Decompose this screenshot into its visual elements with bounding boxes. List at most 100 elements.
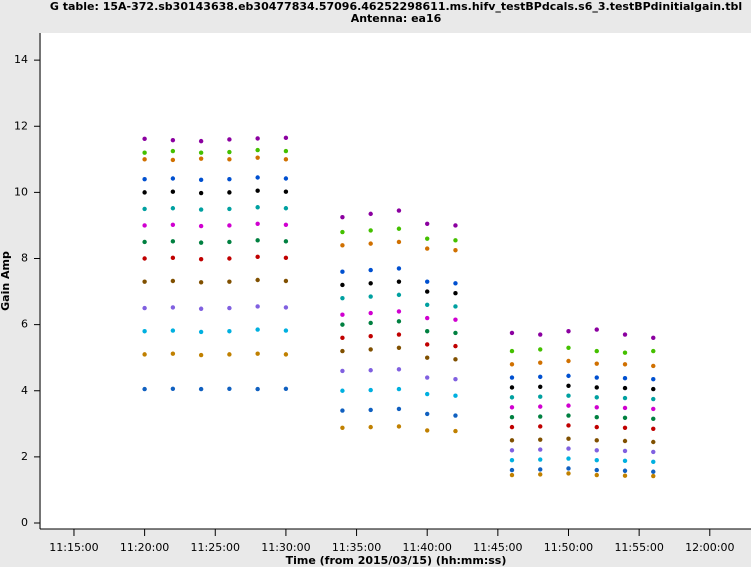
point — [538, 374, 543, 380]
point — [509, 438, 515, 443]
point — [396, 332, 402, 337]
point — [651, 386, 656, 392]
point — [453, 357, 458, 362]
point — [170, 255, 176, 261]
point — [283, 135, 289, 141]
point — [170, 148, 176, 154]
point — [368, 294, 373, 299]
point — [622, 468, 628, 473]
point — [566, 471, 571, 476]
point — [142, 176, 147, 182]
y-tick-label: 10 — [14, 185, 28, 198]
point — [227, 137, 232, 142]
point — [255, 136, 260, 141]
point — [425, 279, 430, 284]
point — [396, 367, 402, 372]
point — [340, 229, 345, 235]
point — [509, 385, 515, 390]
point — [538, 394, 543, 399]
point — [538, 424, 543, 429]
point — [566, 446, 571, 451]
point — [566, 345, 571, 350]
point — [453, 248, 458, 253]
point — [283, 189, 289, 194]
point — [396, 266, 402, 271]
point — [396, 279, 402, 284]
point — [142, 157, 147, 162]
point — [142, 256, 147, 261]
point — [198, 177, 204, 183]
point — [425, 342, 430, 347]
point — [142, 150, 147, 155]
point — [566, 466, 571, 471]
point — [509, 415, 515, 420]
point — [651, 469, 656, 474]
point — [340, 269, 345, 274]
point — [227, 157, 232, 162]
point — [396, 406, 402, 412]
point — [538, 347, 543, 352]
point — [509, 405, 515, 410]
point — [453, 330, 458, 336]
point — [283, 206, 289, 211]
y-tick-label: 0 — [21, 516, 28, 529]
x-tick-label: 12:00:00 — [685, 541, 734, 554]
point — [622, 385, 628, 391]
point — [651, 376, 656, 382]
x-tick-label: 11:45:00 — [473, 541, 522, 554]
point — [453, 291, 458, 296]
point — [255, 386, 260, 392]
x-tick-label: 11:50:00 — [544, 541, 593, 554]
point — [651, 449, 656, 455]
point — [566, 383, 571, 388]
point — [340, 243, 345, 248]
point — [538, 332, 543, 337]
point — [340, 214, 345, 220]
point — [594, 438, 599, 443]
point — [368, 334, 373, 339]
point — [453, 223, 458, 228]
point — [396, 292, 402, 298]
y-tick-label: 8 — [21, 252, 28, 265]
point — [227, 149, 232, 155]
point — [368, 347, 373, 352]
point — [453, 428, 458, 434]
point — [368, 310, 373, 316]
point — [170, 189, 176, 194]
point — [509, 457, 515, 463]
point — [340, 312, 345, 317]
x-tick-label: 11:40:00 — [402, 541, 451, 554]
point — [509, 395, 515, 400]
x-tick-label: 11:20:00 — [120, 541, 169, 554]
point — [255, 147, 260, 153]
point — [509, 424, 515, 430]
point — [396, 424, 402, 429]
point — [594, 361, 599, 366]
point — [283, 255, 289, 261]
point — [227, 329, 232, 334]
point — [255, 205, 260, 210]
point — [368, 228, 373, 233]
point — [651, 396, 656, 402]
point — [651, 416, 656, 422]
point — [594, 348, 599, 354]
point — [142, 190, 147, 195]
point — [170, 222, 176, 227]
point — [283, 239, 289, 244]
point — [651, 439, 656, 445]
x-tick-label: 11:15:00 — [49, 541, 98, 554]
point — [283, 278, 289, 284]
point — [227, 190, 232, 195]
point — [651, 473, 656, 479]
point — [509, 348, 515, 354]
point — [453, 393, 458, 398]
point — [651, 348, 656, 354]
point — [198, 329, 204, 335]
point — [255, 175, 260, 180]
point — [425, 355, 430, 360]
point — [340, 295, 345, 301]
point — [396, 386, 402, 392]
point — [396, 309, 402, 314]
